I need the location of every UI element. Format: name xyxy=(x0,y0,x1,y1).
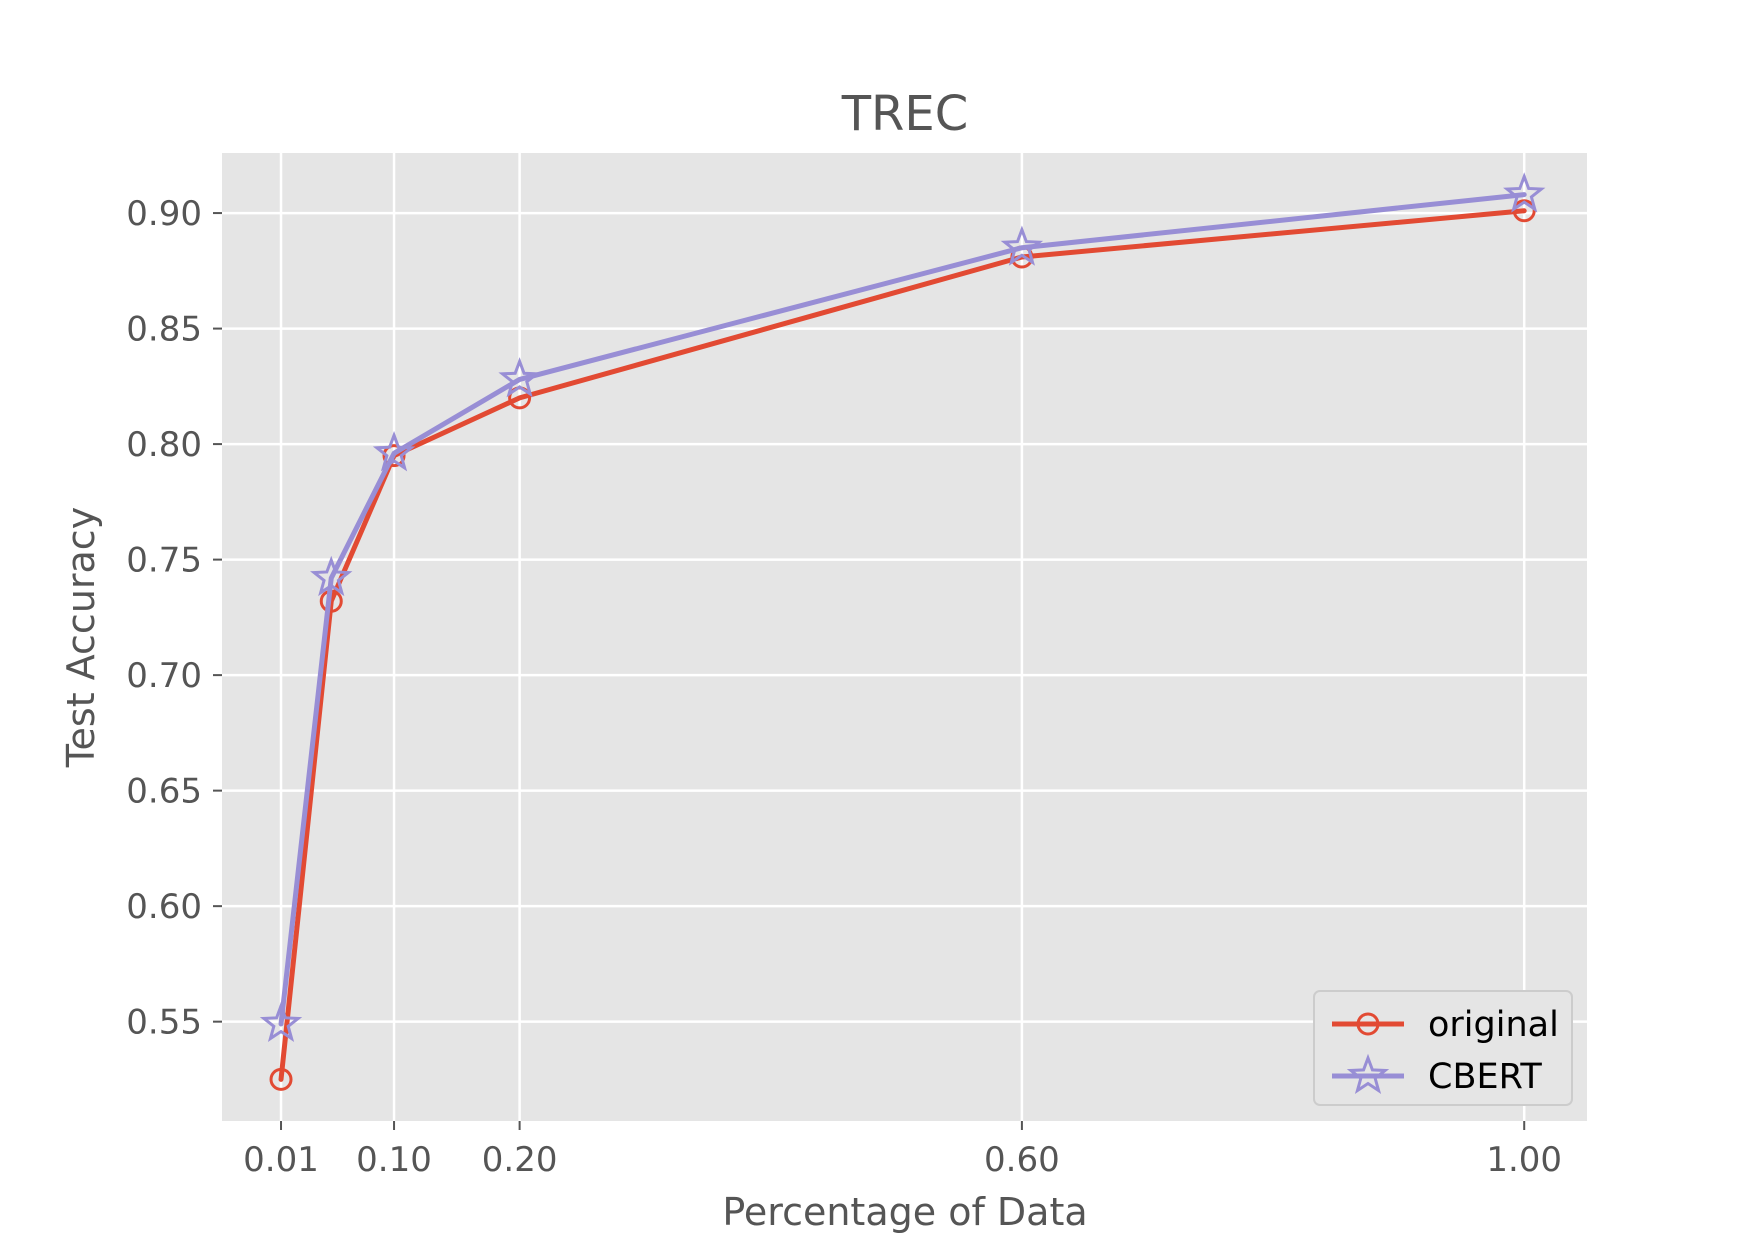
axis-ticks: 0.01 0.10 0.20 0.60 1.00 0.55 0.60 0.65 0.70 0.75… xyxy=(126,194,1562,1180)
x-tick-label: 0.20 xyxy=(482,1140,558,1180)
legend-marker xyxy=(1346,1053,1390,1095)
y-tick-label: 0.80 xyxy=(126,425,202,465)
y-tick-label: 0.75 xyxy=(126,541,202,581)
y-tick-label: 0.85 xyxy=(126,310,202,350)
x-axis-label: Percentage of Data xyxy=(722,1190,1087,1234)
plot-area xyxy=(222,153,1587,1121)
legend-marker xyxy=(1356,1012,1380,1036)
data-point xyxy=(310,555,353,597)
data-point xyxy=(1503,172,1546,213)
data-point xyxy=(498,357,541,398)
legend-label: original xyxy=(1428,1005,1559,1045)
y-tick-label: 0.65 xyxy=(126,772,202,812)
data-point xyxy=(372,431,416,472)
data-point xyxy=(269,1067,293,1091)
legend-label: CBERT xyxy=(1428,1057,1542,1097)
grid-lines xyxy=(222,153,1587,1121)
x-tick-label: 0.60 xyxy=(984,1140,1060,1180)
y-tick-label: 0.90 xyxy=(126,194,202,234)
legend: original CBERT xyxy=(1313,990,1573,1106)
y-tick-label: 0.60 xyxy=(126,887,202,927)
data-point xyxy=(1000,225,1044,266)
x-tick-label: 0.01 xyxy=(243,1140,319,1180)
x-tick-label: 1.00 xyxy=(1486,1140,1562,1180)
chart-title: TREC xyxy=(841,86,969,142)
data-series xyxy=(259,172,1546,1091)
data-point xyxy=(259,1001,303,1042)
legend-item: original xyxy=(1332,1005,1559,1045)
series-CBERT xyxy=(259,172,1546,1042)
y-axis-label: Test Accuracy xyxy=(59,507,103,768)
legend-item: CBERT xyxy=(1332,1053,1542,1097)
data-point xyxy=(382,444,406,468)
series-line xyxy=(278,192,1527,1027)
x-tick-label: 0.10 xyxy=(356,1140,432,1180)
y-tick-label: 0.70 xyxy=(126,656,202,696)
series-line xyxy=(278,208,1527,1082)
y-tick-label: 0.55 xyxy=(126,1003,202,1043)
